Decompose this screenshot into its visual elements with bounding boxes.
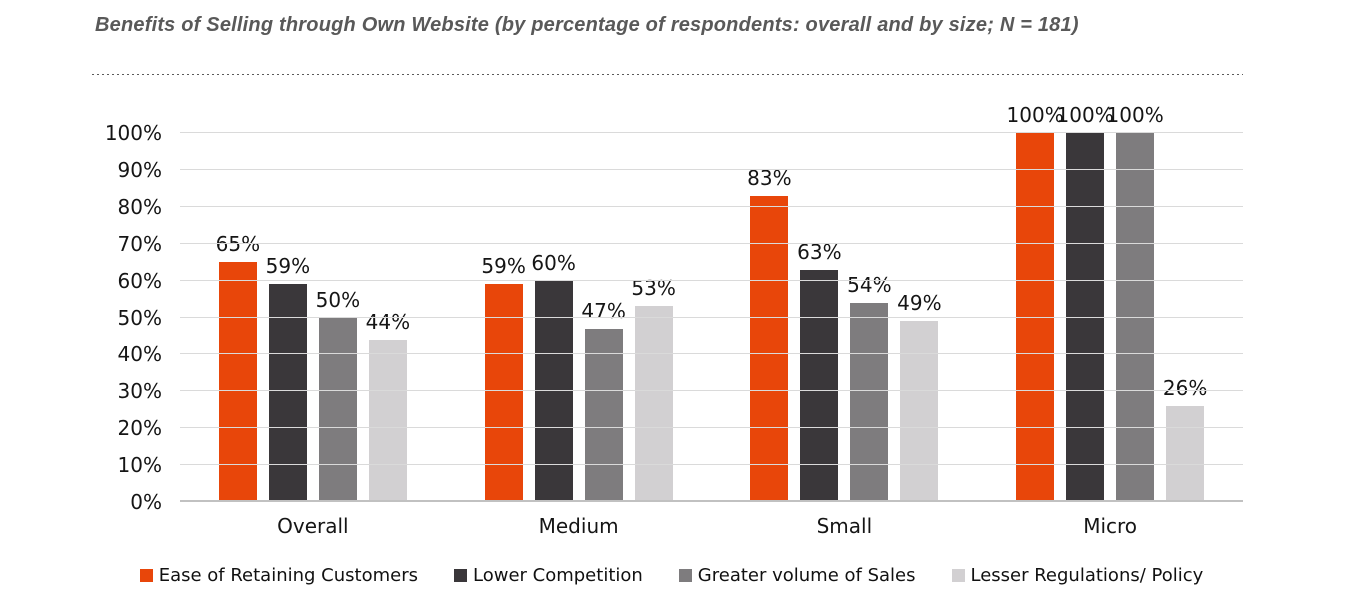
gridline [180, 205, 1243, 207]
legend-swatch-icon [454, 569, 467, 582]
title-divider [92, 74, 1243, 76]
bar-medium [484, 284, 523, 502]
bar-wrap: 60% [531, 133, 576, 502]
gridline [180, 168, 1243, 170]
gridline [180, 132, 1243, 133]
legend-swatch-icon [951, 569, 965, 582]
bar-wrap: 100% [1107, 103, 1164, 502]
bar-wrap: 63% [797, 133, 842, 502]
bar-value-label: 47% [581, 298, 626, 323]
x-axis-label-medium: Medium [538, 514, 619, 538]
y-tick-label: 10% [117, 453, 162, 478]
y-tick-label: 50% [117, 305, 162, 330]
bar-value-label: 44% [365, 309, 411, 334]
gridline [180, 242, 1243, 244]
bar-value-label: 59% [265, 254, 311, 279]
bar-wrap: 83% [747, 133, 792, 502]
y-tick-label: 30% [117, 379, 162, 404]
bar-overall [268, 284, 307, 502]
bar-value-label: 100% [1006, 103, 1064, 127]
bar-value-label: 49% [897, 291, 942, 316]
bar-wrap: 53% [631, 133, 676, 502]
bar-wrap: 50% [315, 133, 361, 502]
bar-small [850, 302, 889, 502]
bar-small [800, 269, 839, 502]
y-tick-label: 70% [117, 231, 162, 256]
bar-micro [1166, 406, 1205, 502]
bar-value-label: 54% [847, 272, 892, 297]
y-tick-label: 80% [117, 194, 162, 219]
bar-micro [1066, 133, 1105, 502]
bar-wrap: 59% [481, 133, 526, 502]
bar-micro [1016, 133, 1055, 502]
x-axis: Overall Medium Small Micro [180, 514, 1243, 538]
y-tick-label: 60% [117, 268, 162, 293]
plot-groups: 65% 59% 50% 44% 59% 60% 47% 53% 83% 63% 54% 49% 100%… [180, 103, 1243, 502]
legend-swatch-icon [139, 569, 153, 582]
bar-wrap: 59% [265, 133, 311, 502]
gridline [180, 390, 1243, 392]
bar-wrap: 100% [1057, 103, 1114, 502]
chart-title: Benefits of Selling through Own Website … [95, 14, 1079, 36]
bar-medium [584, 328, 623, 502]
legend-label: Ease of Retaining Customers [158, 565, 418, 586]
legend-item: Lower Competition [454, 565, 643, 586]
gridline [180, 464, 1243, 466]
legend-item: Ease of Retaining Customers [139, 565, 418, 586]
bar-small [750, 195, 789, 502]
bar-wrap: 54% [847, 133, 892, 502]
bar-group-overall: 65% 59% 50% 44% [180, 133, 446, 502]
bar-micro [1116, 133, 1155, 502]
bar-value-label: 60% [531, 250, 576, 275]
bar-overall [318, 317, 357, 502]
bar-group-small: 83% 63% 54% 49% [712, 133, 978, 502]
bar-wrap: 65% [215, 133, 261, 502]
bar-value-label: 100% [1106, 103, 1164, 127]
bar-wrap: 49% [897, 133, 942, 502]
bar-wrap: 44% [365, 133, 411, 502]
plot-area: 65% 59% 50% 44% 59% 60% 47% 53% 83% 63% 54% 49% 100%… [180, 103, 1243, 502]
legend-label: Lesser Regulations/ Policy [970, 565, 1204, 586]
gridline [180, 316, 1243, 318]
legend-item: Greater volume of Sales [678, 565, 916, 586]
legend-label: Lower Competition [473, 565, 643, 586]
x-axis-label-overall: Overall [277, 514, 349, 538]
bar-medium [634, 306, 673, 502]
x-axis-line [180, 500, 1243, 502]
bar-wrap: 100% [1007, 103, 1064, 502]
legend: Ease of Retaining Customers Lower Competi… [90, 565, 1253, 586]
bar-wrap: 47% [581, 133, 626, 502]
x-axis-label-micro: Micro [1083, 514, 1138, 538]
bar-value-label: 26% [1162, 376, 1208, 401]
y-tick-label: 100% [104, 121, 162, 145]
bar-value-label: 59% [481, 254, 526, 279]
legend-label: Greater volume of Sales [697, 565, 916, 586]
bar-group-medium: 59% 60% 47% 53% [446, 133, 712, 502]
gridline [180, 279, 1243, 281]
bar-overall [218, 262, 257, 502]
gridline [180, 353, 1243, 355]
bar-wrap: 26% [1162, 133, 1208, 502]
y-tick-label: 20% [117, 416, 162, 441]
y-axis: 0% 10% 20% 30% 40% 50% 60% 70% 80% 90% 100% [0, 121, 162, 514]
bar-overall [368, 339, 407, 502]
legend-item: Lesser Regulations/ Policy [951, 565, 1204, 586]
bar-value-label: 65% [215, 232, 261, 257]
x-axis-label-small: Small [816, 514, 873, 538]
y-tick-label: 90% [117, 157, 162, 182]
y-tick-label: 0% [130, 490, 162, 514]
gridline [180, 427, 1243, 429]
bar-value-label: 50% [315, 287, 361, 312]
bar-value-label: 100% [1056, 103, 1114, 127]
bar-group-micro: 100% 100% 100% 26% [977, 103, 1243, 502]
y-tick-label: 40% [117, 342, 162, 367]
legend-swatch-icon [678, 569, 692, 582]
bar-small [900, 321, 939, 502]
